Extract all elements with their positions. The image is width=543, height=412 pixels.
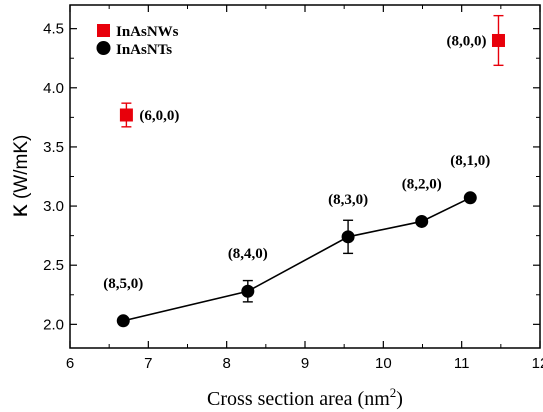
- y-axis-title: κ (W/mK): [3, 135, 33, 218]
- x-axis-title: Cross section area (nm2): [207, 385, 403, 410]
- x-axis-title-main: Cross section area (nm: [207, 388, 390, 410]
- x-tick-label-4: 10: [375, 355, 392, 372]
- point-labels: (6,0,0) (8,0,0) (8,5,0) (8,4,0) (8,3,0) (8,2,…: [103, 33, 490, 291]
- data-point-inasnws-0: [119, 108, 133, 122]
- x-tick-label-0: 6: [66, 355, 74, 372]
- y-axis-title-unit: (W/mK): [11, 135, 32, 205]
- x-tick-label-5: 11: [454, 355, 470, 372]
- x-tick-label-1: 7: [144, 355, 152, 372]
- data-point-inasnts-4: [463, 191, 477, 205]
- y-tick-label-3: 3.5: [43, 139, 64, 156]
- point-label-inasnts-3: (8,2,0): [402, 176, 442, 192]
- x-axis-title-sup: 2: [390, 385, 397, 400]
- point-label-inasnts-0: (8,5,0): [103, 276, 143, 292]
- legend-label-nts: InAsNTs: [116, 42, 172, 58]
- point-label-inasnts-1: (8,4,0): [228, 246, 268, 262]
- series-layer: [116, 14, 505, 328]
- legend-label-nws: InAsNWs: [116, 24, 179, 40]
- point-label-inasnts-4: (8,1,0): [450, 153, 490, 169]
- data-point-inasnts-3: [415, 214, 429, 228]
- point-label-inasnts-2: (8,3,0): [328, 192, 368, 208]
- x-tick-label-6: 12: [532, 355, 543, 372]
- data-point-inasnws-1: [491, 33, 505, 47]
- x-axis-title-close: ): [396, 388, 403, 410]
- axis-ticks: 6 7 8 9 10 11 12 2.0 2.5 3.0 3.5 4.0 4.5: [43, 5, 543, 372]
- legend-swatch-nts: [96, 41, 111, 55]
- y-tick-label-0: 2.0: [43, 316, 64, 333]
- data-point-inasnts-1: [241, 284, 255, 298]
- y-tick-label-1: 2.5: [43, 257, 64, 274]
- data-point-inasnts-0: [116, 314, 130, 328]
- point-label-inasnws-0: (6,0,0): [139, 108, 179, 124]
- x-tick-label-3: 9: [301, 355, 309, 372]
- legend-swatch-nws: [97, 24, 110, 37]
- y-axis-title-symbol: κ: [3, 203, 33, 217]
- point-label-inasnws-1: (8,0,0): [446, 33, 486, 49]
- data-point-inasnts-2: [341, 230, 355, 244]
- y-tick-label-5: 4.5: [43, 21, 64, 38]
- legend: InAsNWs InAsNTs: [96, 24, 179, 58]
- y-tick-label-4: 4.0: [43, 80, 64, 97]
- x-tick-label-2: 8: [222, 355, 230, 372]
- y-tick-label-2: 3.0: [43, 198, 64, 215]
